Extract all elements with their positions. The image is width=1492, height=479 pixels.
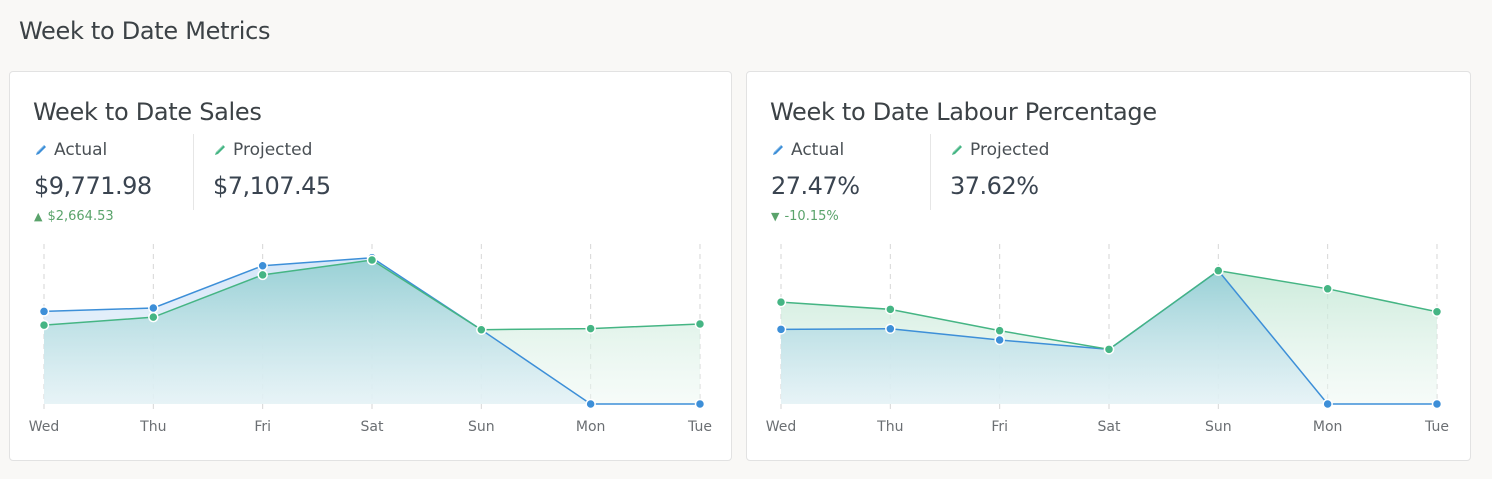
labour-card: Week to Date Labour Percentage Actual 27… <box>746 71 1471 461</box>
x-axis-label: Sun <box>1205 419 1232 435</box>
pencil-icon <box>950 143 964 157</box>
actual-value: 27.47% <box>771 172 860 200</box>
actual-point[interactable] <box>694 398 706 410</box>
x-axis-label: Sat <box>1098 419 1121 435</box>
delta-value: -10.15% <box>784 209 839 224</box>
card-title: Week to Date Sales <box>33 98 262 126</box>
x-axis-label: Mon <box>576 419 606 435</box>
projected-label: Projected <box>233 140 313 160</box>
projected-value: $7,107.45 <box>213 172 331 200</box>
actual-point[interactable] <box>1431 398 1443 410</box>
projected-point[interactable] <box>1103 344 1115 355</box>
x-axis-label: Sun <box>468 419 495 435</box>
x-axis-label: Tue <box>687 419 712 435</box>
pencil-icon <box>34 143 48 157</box>
projected-point[interactable] <box>38 319 50 331</box>
delta-value: $2,664.53 <box>47 209 114 224</box>
x-axis-label: Mon <box>1313 419 1343 435</box>
actual-metric: Actual 27.47% ▼ -10.15% <box>771 140 860 224</box>
x-axis-label: Fri <box>991 419 1008 435</box>
x-axis-label: Thu <box>139 419 166 435</box>
projected-point[interactable] <box>366 254 378 266</box>
projected-point[interactable] <box>994 325 1005 336</box>
projected-metric: Projected $7,107.45 <box>213 140 331 200</box>
delta-badge: ▼ -10.15% <box>771 209 860 224</box>
projected-point[interactable] <box>885 304 896 315</box>
actual-point[interactable] <box>885 323 896 335</box>
pencil-icon <box>213 143 227 157</box>
actual-point[interactable] <box>585 398 596 410</box>
triangle-down-icon: ▼ <box>771 210 780 223</box>
x-axis-label: Wed <box>766 419 797 435</box>
actual-point[interactable] <box>257 260 268 271</box>
projected-point[interactable] <box>775 296 787 308</box>
metric-divider <box>193 134 194 210</box>
projected-point[interactable] <box>1431 306 1443 317</box>
metric-divider <box>930 134 931 210</box>
projected-point[interactable] <box>1213 265 1224 276</box>
triangle-up-icon: ▲ <box>34 210 43 223</box>
projected-label: Projected <box>970 140 1050 160</box>
actual-label: Actual <box>54 140 108 160</box>
projected-value: 37.62% <box>950 172 1039 200</box>
card-title: Week to Date Labour Percentage <box>770 98 1157 126</box>
actual-point[interactable] <box>1322 398 1333 410</box>
actual-point[interactable] <box>994 334 1005 346</box>
actual-point[interactable] <box>775 324 787 335</box>
x-axis-label: Fri <box>254 419 271 435</box>
x-axis-label: Thu <box>876 419 903 435</box>
projected-point[interactable] <box>585 323 596 334</box>
projected-point[interactable] <box>694 318 706 330</box>
pencil-icon <box>771 143 785 157</box>
actual-metric: Actual $9,771.98 ▲ $2,664.53 <box>34 140 152 224</box>
actual-label: Actual <box>791 140 845 160</box>
actual-point[interactable] <box>38 306 50 317</box>
x-axis-label: Wed <box>29 419 60 435</box>
projected-metric: Projected 37.62% <box>950 140 1049 200</box>
actual-point[interactable] <box>148 302 159 314</box>
projected-point[interactable] <box>257 269 268 281</box>
labour-chart[interactable]: Wed Thu Fri Sat Sun Mon Tue <box>747 72 1472 462</box>
sales-chart[interactable]: Wed Thu Fri Sat Sun Mon Tue <box>10 72 733 462</box>
projected-point[interactable] <box>148 311 159 323</box>
delta-badge: ▲ $2,664.53 <box>34 209 152 224</box>
x-axis-label: Tue <box>1424 419 1449 435</box>
projected-point[interactable] <box>476 324 487 335</box>
sales-card: Week to Date Sales Actual $9,771.98 ▲ $2,… <box>9 71 732 461</box>
page-title: Week to Date Metrics <box>19 17 271 45</box>
actual-value: $9,771.98 <box>34 172 152 200</box>
projected-point[interactable] <box>1322 283 1333 295</box>
x-axis-label: Sat <box>361 419 384 435</box>
